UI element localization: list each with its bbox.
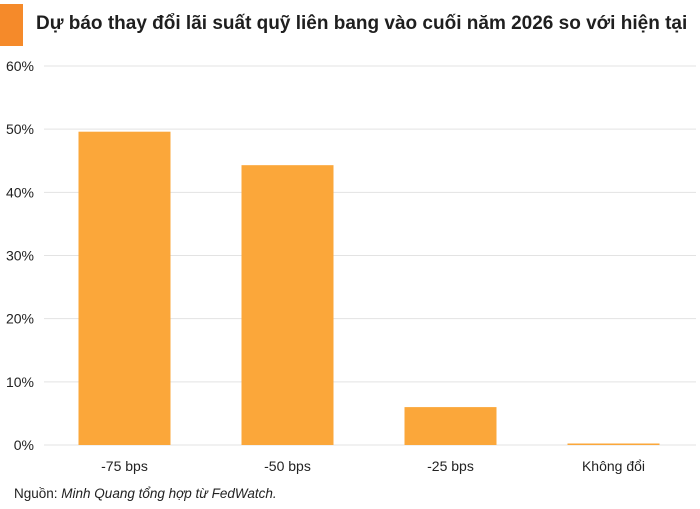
bars	[78, 131, 660, 445]
chart-title: Dự báo thay đổi lãi suất quỹ liên bang v…	[36, 13, 688, 34]
bar	[404, 407, 497, 445]
x-category-label: Không đổi	[582, 458, 645, 474]
y-tick-label: 20%	[6, 311, 34, 327]
source-text: Minh Quang tổng hợp từ FedWatch.	[61, 486, 277, 501]
y-tick-label: 50%	[6, 121, 34, 137]
x-category-label: -75 bps	[101, 458, 148, 474]
x-category-label: -50 bps	[264, 458, 311, 474]
x-category-label: -25 bps	[427, 458, 474, 474]
y-tick-label: 60%	[6, 58, 34, 74]
bar	[78, 131, 171, 445]
y-axis-tick-labels: 0% 10% 20% 30% 40% 50% 60%	[6, 58, 34, 453]
y-tick-label: 30%	[6, 248, 34, 264]
y-tick-label: 40%	[6, 184, 34, 200]
x-axis-category-labels: -75 bps -50 bps -25 bps Không đổi	[101, 458, 645, 474]
bar	[567, 443, 660, 445]
source-note: Nguồn: Minh Quang tổng hợp từ FedWatch.	[14, 486, 277, 501]
source-prefix: Nguồn:	[14, 486, 62, 501]
y-tick-label: 10%	[6, 374, 34, 390]
bar	[241, 165, 334, 445]
title-accent-bar	[0, 4, 23, 46]
bar-chart: 0% 10% 20% 30% 40% 50% 60% -75 bps -50 bps -25 b…	[6, 58, 696, 474]
y-tick-label: 0%	[14, 437, 34, 453]
